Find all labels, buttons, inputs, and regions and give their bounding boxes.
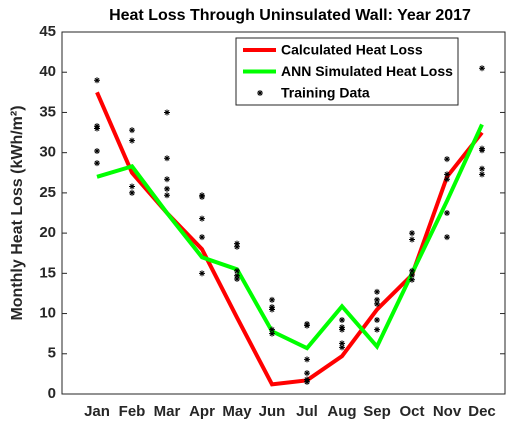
training-point — [479, 171, 485, 178]
training-point — [94, 160, 100, 167]
training-point — [304, 378, 310, 385]
training-point — [234, 272, 240, 279]
training-point — [374, 316, 380, 323]
x-tick-label: Aug — [327, 403, 356, 420]
training-point — [444, 171, 450, 178]
y-tick-label: 35 — [39, 103, 56, 120]
training-point — [374, 300, 380, 307]
training-point — [444, 156, 450, 163]
training-point — [199, 234, 205, 241]
training-point — [339, 326, 345, 333]
training-point — [129, 137, 135, 144]
x-tick-label: Jan — [84, 403, 110, 420]
training-point — [164, 185, 170, 192]
training-point — [164, 155, 170, 162]
training-point — [269, 296, 275, 303]
training-point — [304, 356, 310, 363]
training-point — [164, 176, 170, 183]
chart-title: Heat Loss Through Uninsulated Wall: Year… — [109, 7, 471, 24]
x-tick-label: Mar — [154, 403, 181, 420]
training-point — [479, 165, 485, 172]
training-point — [374, 326, 380, 333]
training-point — [234, 243, 240, 250]
x-tick-label: Oct — [399, 403, 424, 420]
x-tick-label: Jun — [259, 403, 286, 420]
training-point — [374, 288, 380, 295]
training-point — [199, 215, 205, 222]
y-tick-label: 45 — [39, 23, 56, 40]
training-point — [129, 127, 135, 134]
training-point — [129, 189, 135, 196]
series-line — [96, 123, 484, 351]
y-axis-label: Monthly Heat Loss (kWh/m²) — [9, 105, 26, 320]
training-point — [94, 77, 100, 84]
x-tick-label: Nov — [433, 403, 462, 420]
training-point — [199, 193, 205, 200]
x-tick-label: Dec — [468, 403, 496, 420]
training-point — [94, 125, 100, 132]
training-point — [164, 192, 170, 199]
x-tick-label: Apr — [189, 403, 215, 420]
training-point — [444, 234, 450, 241]
training-point — [339, 316, 345, 323]
training-point — [409, 267, 415, 274]
training-point — [164, 109, 170, 116]
training-point — [234, 240, 240, 247]
training-point — [304, 370, 310, 377]
x-tick-label: Sep — [363, 403, 391, 420]
y-tick-label: 20 — [39, 224, 56, 241]
training-point — [479, 147, 485, 154]
training-point — [269, 330, 275, 337]
training-point — [444, 176, 450, 183]
y-tick-label: 5 — [48, 345, 56, 362]
training-point — [479, 65, 485, 72]
training-point — [339, 340, 345, 347]
training-point — [94, 148, 100, 155]
y-tick-label: 25 — [39, 184, 56, 201]
training-point — [409, 230, 415, 237]
training-point — [409, 271, 415, 278]
x-tick-label: Feb — [119, 403, 146, 420]
training-point — [199, 270, 205, 277]
training-point — [339, 344, 345, 351]
legend-label: Training Data — [281, 85, 370, 101]
y-tick-label: 10 — [39, 305, 56, 322]
plot-frame — [61, 31, 506, 395]
training-point — [129, 183, 135, 190]
training-point — [234, 275, 240, 282]
training-point — [409, 236, 415, 243]
legend-marker — [257, 90, 263, 96]
training-point — [269, 306, 275, 313]
training-point — [444, 210, 450, 216]
legend-label: Calculated Heat Loss — [281, 42, 423, 58]
training-point — [374, 296, 380, 303]
x-tick-label: Jul — [296, 403, 318, 420]
y-tick-label: 30 — [39, 144, 56, 161]
y-tick-label: 0 — [48, 385, 56, 402]
x-tick-label: May — [222, 403, 252, 420]
training-point — [269, 326, 275, 333]
training-point — [234, 267, 240, 274]
y-tick-label: 40 — [39, 63, 56, 80]
y-tick-label: 15 — [39, 264, 56, 281]
legend-label: ANN Simulated Heat Loss — [281, 63, 453, 79]
training-point — [304, 322, 310, 329]
training-point — [409, 276, 415, 283]
